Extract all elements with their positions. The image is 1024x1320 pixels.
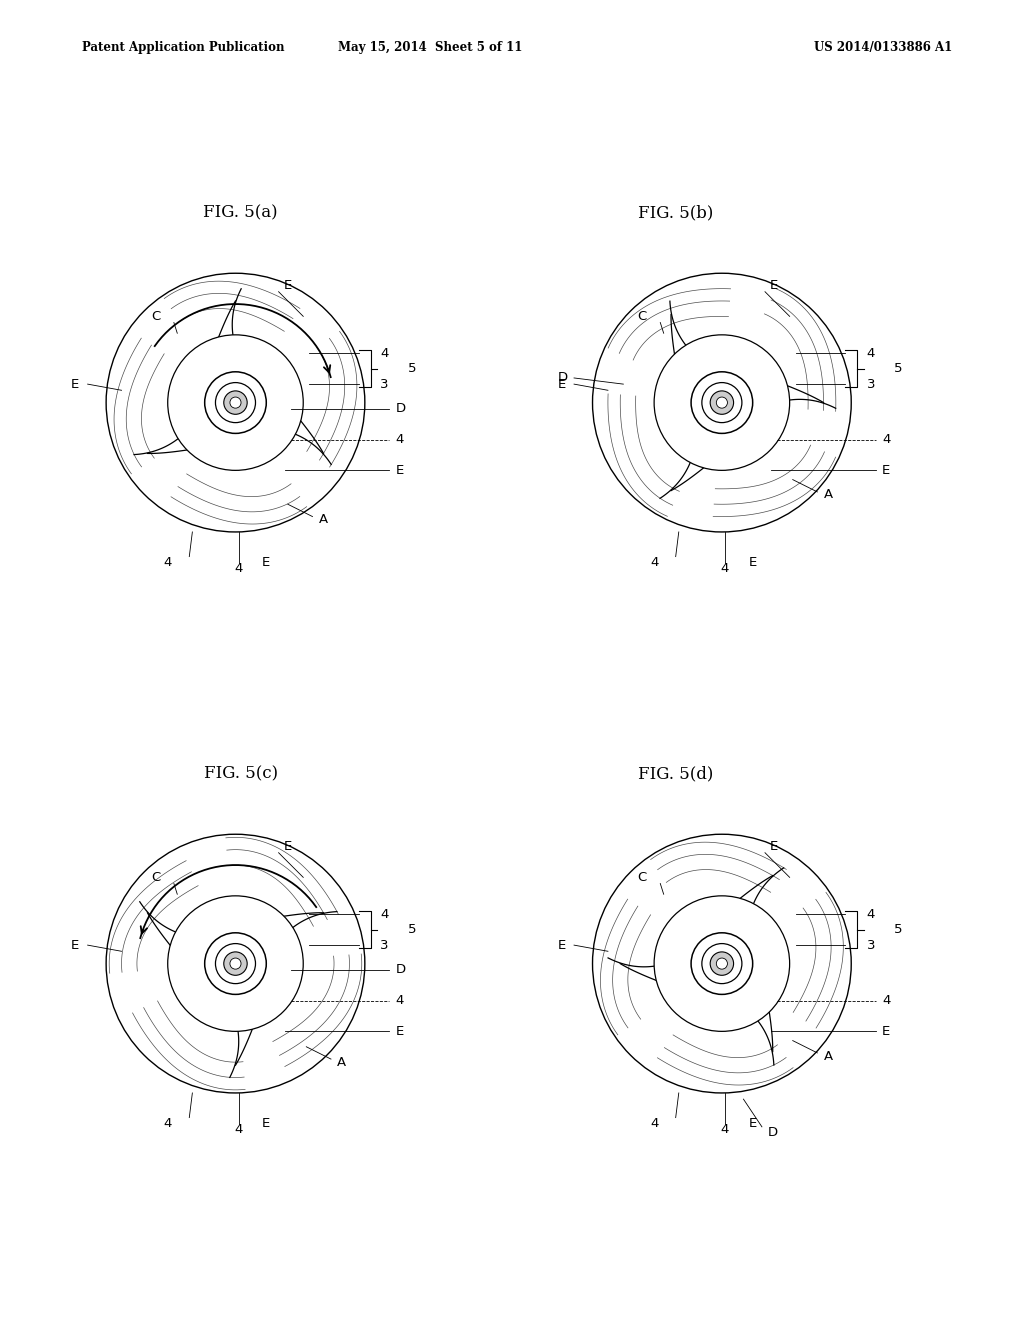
- Circle shape: [701, 383, 742, 422]
- Text: E: E: [284, 279, 292, 292]
- Text: US 2014/0133886 A1: US 2014/0133886 A1: [814, 41, 952, 54]
- Text: 4: 4: [164, 1117, 172, 1130]
- Text: E: E: [749, 1117, 757, 1130]
- Text: C: C: [151, 310, 160, 323]
- Text: 4: 4: [650, 1117, 658, 1130]
- Text: D: D: [558, 371, 568, 384]
- Text: C: C: [637, 310, 646, 323]
- Text: A: A: [823, 488, 833, 502]
- Text: FIG. 5(d): FIG. 5(d): [638, 766, 714, 783]
- Text: 4: 4: [866, 908, 876, 921]
- Text: 4: 4: [234, 562, 243, 576]
- Circle shape: [654, 896, 790, 1031]
- Polygon shape: [667, 916, 750, 1011]
- Circle shape: [168, 896, 303, 1031]
- Circle shape: [224, 952, 247, 975]
- Circle shape: [691, 372, 753, 433]
- Polygon shape: [694, 355, 777, 450]
- Text: E: E: [558, 939, 566, 952]
- Text: E: E: [882, 463, 890, 477]
- Text: E: E: [262, 1117, 270, 1130]
- Text: E: E: [770, 840, 778, 853]
- Text: FIG. 5(c): FIG. 5(c): [204, 766, 278, 783]
- Circle shape: [215, 383, 256, 422]
- Text: 4: 4: [395, 994, 404, 1007]
- Text: C: C: [151, 871, 160, 884]
- Text: 4: 4: [721, 562, 729, 576]
- Text: 4: 4: [866, 347, 876, 360]
- Circle shape: [717, 958, 727, 969]
- Text: Patent Application Publication: Patent Application Publication: [82, 41, 285, 54]
- Text: 4: 4: [882, 433, 891, 446]
- Text: A: A: [318, 513, 328, 527]
- Text: 4: 4: [164, 556, 172, 569]
- Text: D: D: [395, 403, 406, 416]
- Text: 3: 3: [866, 939, 876, 952]
- Text: 4: 4: [380, 347, 389, 360]
- Text: FIG. 5(a): FIG. 5(a): [204, 205, 278, 222]
- Text: May 15, 2014  Sheet 5 of 11: May 15, 2014 Sheet 5 of 11: [338, 41, 522, 54]
- Circle shape: [701, 944, 742, 983]
- Text: 4: 4: [234, 1123, 243, 1137]
- Text: E: E: [395, 1024, 403, 1038]
- Text: 5: 5: [408, 923, 417, 936]
- Text: 3: 3: [380, 378, 389, 391]
- Circle shape: [691, 933, 753, 994]
- Circle shape: [215, 944, 256, 983]
- Text: E: E: [749, 556, 757, 569]
- Text: E: E: [284, 840, 292, 853]
- Text: 5: 5: [894, 923, 903, 936]
- Text: 4: 4: [395, 433, 404, 446]
- Circle shape: [717, 397, 727, 408]
- Text: 4: 4: [721, 1123, 729, 1137]
- Text: E: E: [262, 556, 270, 569]
- Text: 5: 5: [408, 362, 417, 375]
- Circle shape: [205, 933, 266, 994]
- Text: 4: 4: [882, 994, 891, 1007]
- Text: D: D: [395, 964, 406, 977]
- Circle shape: [230, 397, 241, 408]
- Polygon shape: [187, 936, 284, 1019]
- Text: E: E: [72, 378, 80, 391]
- Polygon shape: [187, 347, 284, 430]
- Text: E: E: [770, 279, 778, 292]
- Circle shape: [168, 335, 303, 470]
- Text: A: A: [823, 1049, 833, 1063]
- Text: 3: 3: [380, 939, 389, 952]
- Text: A: A: [337, 1056, 346, 1069]
- Circle shape: [711, 952, 733, 975]
- Text: 4: 4: [650, 556, 658, 569]
- Text: D: D: [768, 1126, 778, 1139]
- Text: E: E: [558, 378, 566, 391]
- Text: 5: 5: [894, 362, 903, 375]
- Circle shape: [205, 372, 266, 433]
- Text: FIG. 5(b): FIG. 5(b): [638, 205, 714, 222]
- Circle shape: [230, 958, 241, 969]
- Text: E: E: [72, 939, 80, 952]
- Text: 4: 4: [380, 908, 389, 921]
- Text: 3: 3: [866, 378, 876, 391]
- Text: C: C: [637, 871, 646, 884]
- Circle shape: [711, 391, 733, 414]
- Circle shape: [224, 391, 247, 414]
- Circle shape: [654, 335, 790, 470]
- Text: E: E: [395, 463, 403, 477]
- Text: E: E: [882, 1024, 890, 1038]
